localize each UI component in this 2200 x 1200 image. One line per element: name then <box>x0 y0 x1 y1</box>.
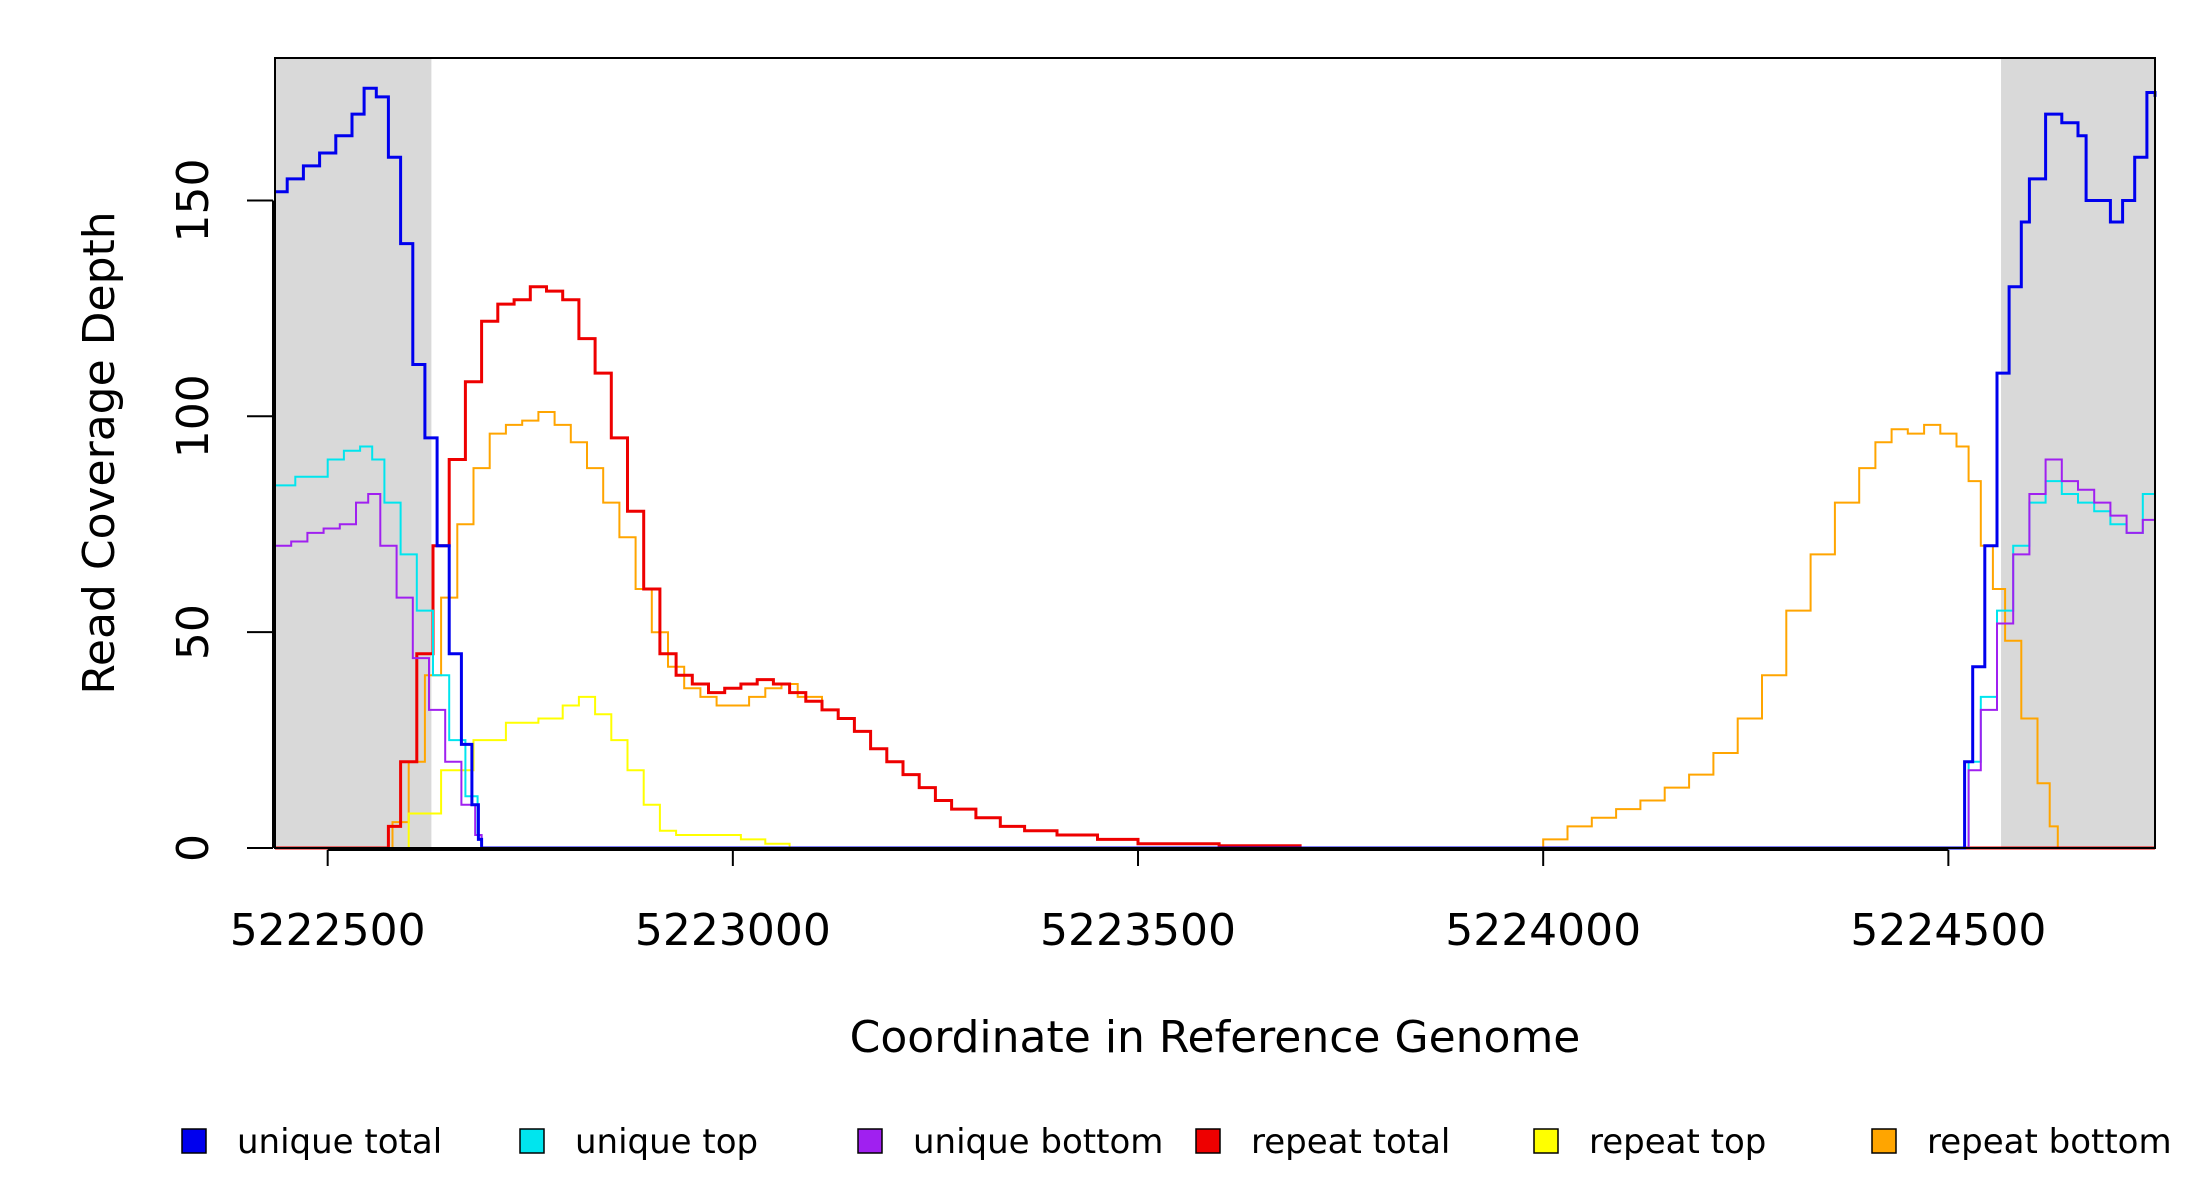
legend-swatch-unique-bottom <box>857 1128 883 1154</box>
x-tick-label: 5223000 <box>635 905 831 956</box>
shaded-region-1 <box>2001 58 2155 848</box>
legend-label-repeat-total: repeat total <box>1251 1122 1450 1162</box>
legend-label-repeat-bottom: repeat bottom <box>1927 1122 2172 1162</box>
y-axis-title: Read Coverage Depth <box>74 211 125 694</box>
legend-label-unique-total: unique total <box>237 1122 442 1162</box>
series-line-unique-top <box>275 445 2156 849</box>
x-tick-label: 5224500 <box>1850 905 2046 956</box>
legend: unique total unique top unique bottom repea… <box>181 1122 2172 1162</box>
y-tick-label: 50 <box>168 604 219 660</box>
x-tick-label: 5222500 <box>230 905 426 956</box>
legend-swatch-repeat-top <box>1533 1128 1559 1154</box>
axes: 5222500 5223000 5223500 5224000 5224500 0 50 10… <box>168 158 2046 956</box>
series-line-repeat-bottom <box>275 411 2155 849</box>
legend-swatch-unique-top <box>519 1128 545 1154</box>
y-tick-label: 150 <box>168 158 219 242</box>
series-line-unique-bottom <box>275 458 2156 849</box>
shaded-regions <box>275 58 2155 848</box>
legend-swatch-repeat-bottom <box>1871 1128 1897 1154</box>
y-tick-label: 100 <box>168 374 219 458</box>
x-axis-title: Coordinate in Reference Genome <box>850 1012 1581 1063</box>
legend-swatch-unique-total <box>181 1128 207 1154</box>
series-line-repeat-total <box>275 285 2155 850</box>
legend-label-unique-top: unique top <box>575 1122 758 1162</box>
legend-swatch-repeat-total <box>1195 1128 1221 1154</box>
x-tick-label: 5223500 <box>1040 905 1236 956</box>
x-tick-label: 5224000 <box>1445 905 1641 956</box>
shaded-region-0 <box>275 58 432 848</box>
plot-frame <box>274 57 2156 849</box>
series-lines <box>275 86 2157 850</box>
legend-label-repeat-top: repeat top <box>1589 1122 1766 1162</box>
series-line-repeat-top <box>275 695 2155 849</box>
y-tick-label: 0 <box>168 834 219 862</box>
legend-label-unique-bottom: unique bottom <box>913 1122 1163 1162</box>
